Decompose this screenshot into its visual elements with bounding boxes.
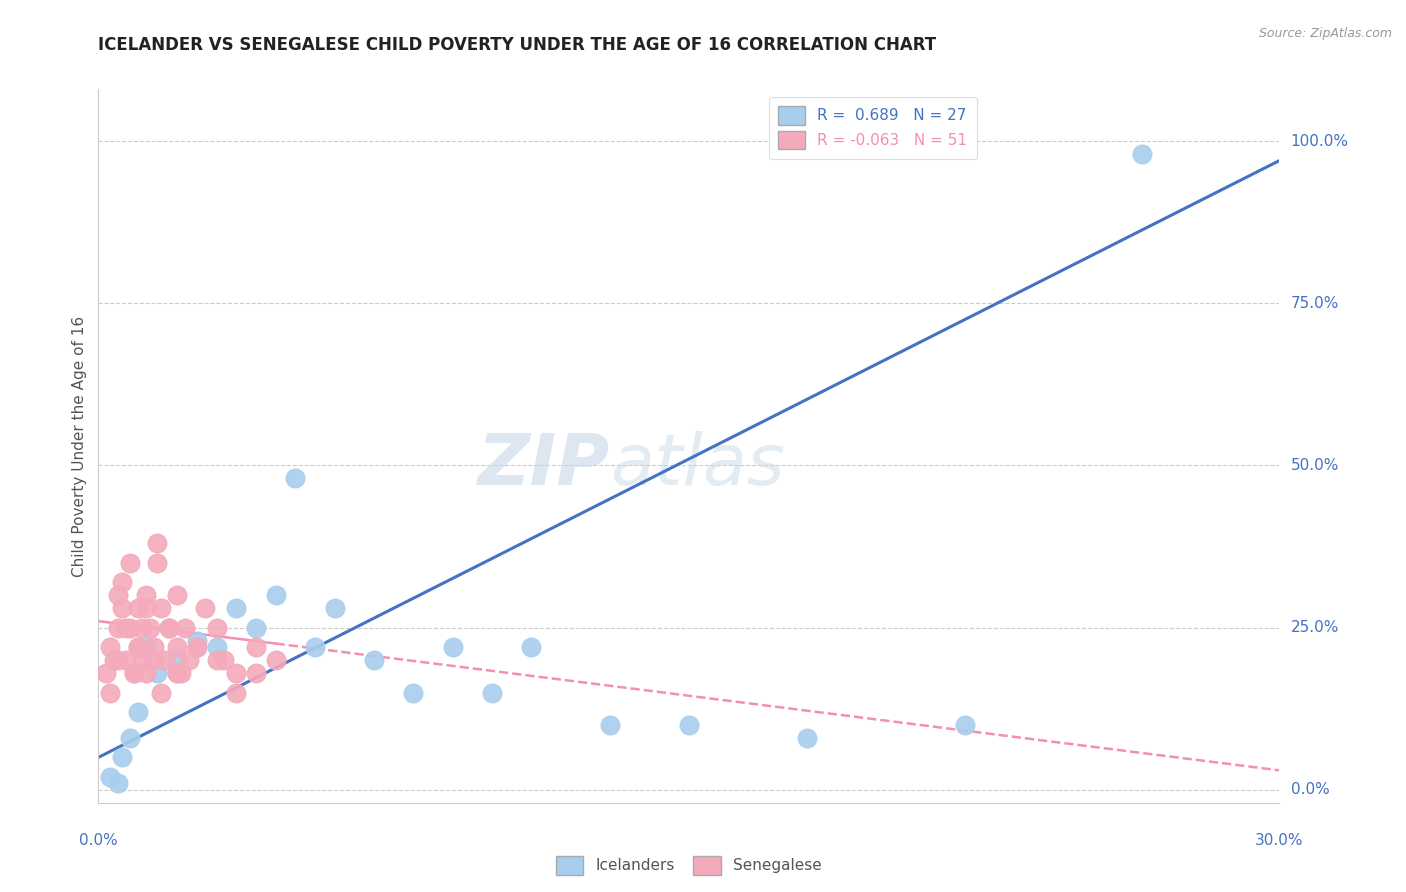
Point [402, 685, 425, 699]
Text: 30.0%: 30.0% [1256, 833, 1303, 848]
Point [107, 776, 129, 790]
Point [205, 640, 228, 654]
Point [150, 685, 173, 699]
Point [150, 601, 173, 615]
Point [177, 653, 200, 667]
Text: ZIP: ZIP [478, 431, 610, 500]
Point [138, 621, 160, 635]
Text: 75.0%: 75.0% [1291, 296, 1339, 310]
Text: atlas: atlas [610, 431, 785, 500]
Point [155, 653, 177, 667]
Point [111, 575, 134, 590]
Point [146, 666, 169, 681]
Point [174, 621, 197, 635]
Point [127, 601, 149, 615]
Point [166, 666, 188, 681]
Point [111, 750, 134, 764]
Point [170, 666, 193, 681]
Point [122, 666, 145, 681]
Text: 0.0%: 0.0% [1291, 782, 1329, 797]
Point [146, 536, 169, 550]
Point [186, 633, 208, 648]
Point [205, 653, 228, 667]
Point [205, 621, 228, 635]
Point [115, 653, 138, 667]
Point [98, 685, 121, 699]
Text: 25.0%: 25.0% [1291, 620, 1339, 635]
Point [98, 640, 121, 654]
Point [166, 588, 188, 602]
Y-axis label: Child Poverty Under the Age of 16: Child Poverty Under the Age of 16 [72, 316, 87, 576]
Text: 0.0%: 0.0% [79, 833, 118, 848]
Point [953, 718, 976, 732]
Point [111, 601, 134, 615]
Point [98, 770, 121, 784]
Point [115, 621, 138, 635]
Point [245, 640, 267, 654]
Point [363, 653, 385, 667]
Point [214, 653, 236, 667]
Point [225, 601, 247, 615]
Text: 50.0%: 50.0% [1291, 458, 1339, 473]
Point [678, 718, 700, 732]
Point [103, 653, 125, 667]
Point [135, 666, 157, 681]
Point [304, 640, 326, 654]
Point [135, 640, 157, 654]
Point [796, 731, 818, 745]
Point [107, 621, 129, 635]
Point [225, 666, 247, 681]
Point [284, 471, 307, 485]
Point [118, 556, 141, 570]
Point [135, 601, 157, 615]
Point [146, 556, 169, 570]
Point [323, 601, 346, 615]
Point [135, 588, 157, 602]
Point [225, 685, 247, 699]
Point [131, 621, 153, 635]
Point [166, 640, 188, 654]
Point [157, 621, 180, 635]
Point [96, 666, 118, 681]
Text: Source: ZipAtlas.com: Source: ZipAtlas.com [1258, 27, 1392, 40]
Point [157, 621, 180, 635]
Point [107, 588, 129, 602]
Point [520, 640, 543, 654]
Point [264, 653, 287, 667]
Text: 100.0%: 100.0% [1291, 134, 1348, 149]
Point [142, 640, 165, 654]
Point [264, 588, 287, 602]
Point [599, 718, 621, 732]
Point [127, 640, 149, 654]
Point [118, 731, 141, 745]
Point [245, 666, 267, 681]
Point [166, 653, 188, 667]
Point [118, 621, 141, 635]
Point [127, 705, 149, 719]
Point [186, 640, 208, 654]
Point [157, 621, 180, 635]
Point [166, 666, 188, 681]
Point [122, 666, 145, 681]
Point [107, 653, 129, 667]
Point [186, 640, 208, 654]
Point [194, 601, 217, 615]
Point [1130, 147, 1153, 161]
Legend: Icelanders, Senegalese: Icelanders, Senegalese [550, 850, 828, 880]
Point [481, 685, 503, 699]
Point [441, 640, 464, 654]
Point [142, 653, 165, 667]
Point [245, 621, 267, 635]
Text: ICELANDER VS SENEGALESE CHILD POVERTY UNDER THE AGE OF 16 CORRELATION CHART: ICELANDER VS SENEGALESE CHILD POVERTY UN… [98, 36, 936, 54]
Point [131, 653, 153, 667]
Point [127, 640, 149, 654]
